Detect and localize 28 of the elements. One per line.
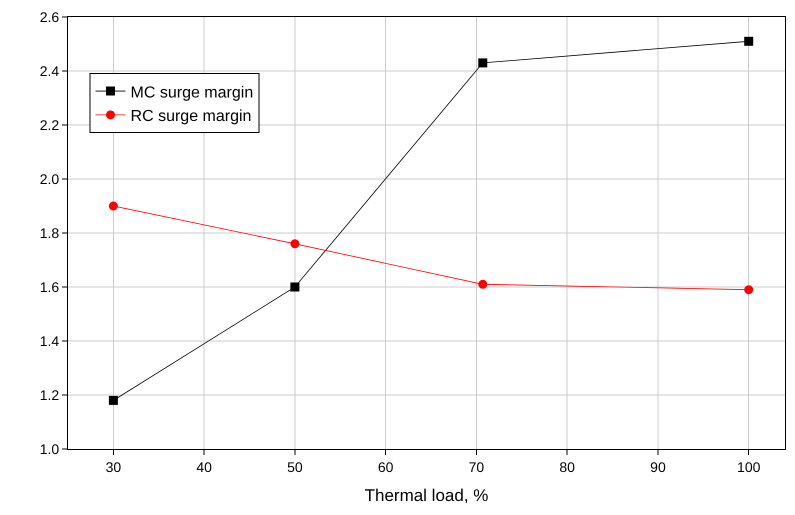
- x-tick-label: 80: [559, 458, 576, 475]
- legend-label: MC surge margin: [130, 84, 254, 102]
- x-tick-label: 50: [287, 458, 303, 475]
- legend-label: RC surge margin: [130, 108, 252, 126]
- point: [478, 58, 488, 68]
- y-tick-label: 2.4: [40, 62, 60, 79]
- x-tick-label: 90: [650, 458, 666, 475]
- y-tick-label: 1.8: [40, 224, 60, 241]
- y-tick-label: 2.0: [40, 170, 60, 187]
- y-tick-label: 1.2: [40, 386, 60, 403]
- x-tick-label: 40: [196, 458, 212, 475]
- x-tick-label: 30: [106, 458, 122, 475]
- y-tick-label: 2.2: [40, 116, 60, 133]
- y-tick-label: 1.0: [40, 440, 60, 457]
- point: [478, 280, 488, 289]
- point: [108, 202, 118, 210]
- y-tick-label: 1.4: [40, 332, 60, 349]
- x-tick-label: 70: [468, 458, 484, 475]
- y-tick-label: 1.6: [40, 278, 60, 295]
- x-tick-label: 60: [378, 458, 394, 475]
- x-tick-label: 100: [737, 458, 761, 475]
- point: [108, 396, 118, 405]
- point: [290, 239, 300, 248]
- x-axis-title: Thermal load, %: [364, 486, 488, 506]
- point: [290, 282, 300, 292]
- point: [744, 36, 754, 46]
- point: [744, 285, 754, 294]
- y-tick-label: 2.6: [40, 8, 60, 25]
